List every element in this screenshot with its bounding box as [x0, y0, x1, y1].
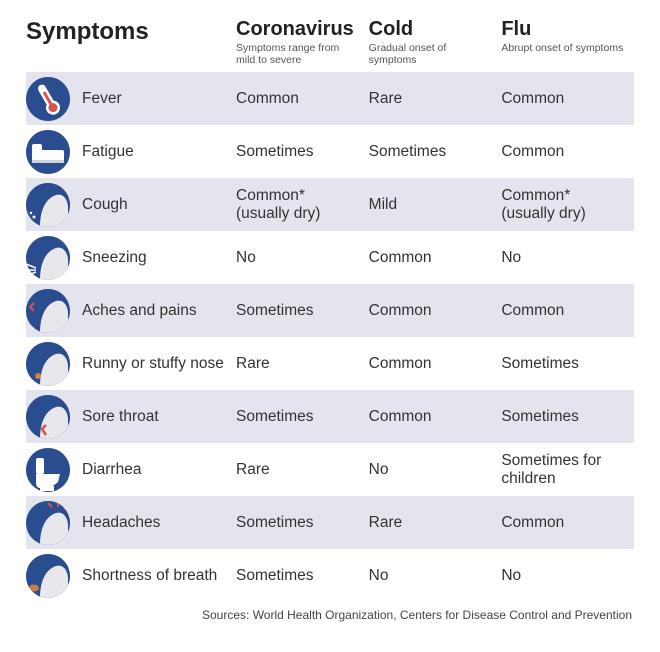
symptoms-title: Symptoms	[26, 18, 236, 46]
value-cell: Common* (usually dry)	[236, 187, 369, 223]
icon-cell	[26, 448, 82, 492]
breath-icon	[26, 554, 70, 598]
value-cell: Sometimes	[501, 355, 634, 373]
value-cell: No	[501, 249, 634, 267]
value-cell: Sometimes	[236, 567, 369, 585]
icon-cell	[26, 501, 82, 545]
symptom-label: Aches and pains	[82, 302, 236, 320]
value-cell: Common	[501, 90, 634, 108]
value-cell: Rare	[236, 355, 369, 373]
col-header-symptoms: Symptoms	[26, 18, 236, 46]
col-header-cold: Cold Gradual onset of symptoms	[369, 18, 502, 66]
icon-cell	[26, 130, 82, 174]
table-row: FeverCommonRareCommon	[26, 72, 634, 125]
value-cell: No	[369, 567, 502, 585]
symptom-label: Sneezing	[82, 249, 236, 267]
table-row: Sore throatSometimesCommonSometimes	[26, 390, 634, 443]
symptom-label: Sore throat	[82, 408, 236, 426]
icon-cell	[26, 77, 82, 121]
symptom-label: Headaches	[82, 514, 236, 532]
aches-icon	[26, 289, 70, 333]
value-cell: No	[501, 567, 634, 585]
source-line: Sources: World Health Organization, Cent…	[26, 602, 634, 622]
icon-cell	[26, 289, 82, 333]
condition-subtitle: Gradual onset of symptoms	[369, 42, 494, 66]
symptom-label: Diarrhea	[82, 461, 236, 479]
value-cell: No	[236, 249, 369, 267]
icon-cell	[26, 554, 82, 598]
condition-subtitle: Symptoms range from mild to severe	[236, 42, 361, 66]
table-wrap: Symptoms Coronavirus Symptoms range from…	[0, 0, 660, 630]
symptom-label: Cough	[82, 196, 236, 214]
value-cell: Sometimes	[236, 302, 369, 320]
throat-icon	[26, 395, 70, 439]
value-cell: Common* (usually dry)	[501, 187, 634, 223]
icon-cell	[26, 395, 82, 439]
headache-icon	[26, 501, 70, 545]
table-row: Shortness of breathSometimesNoNo	[26, 549, 634, 602]
value-cell: Common	[501, 302, 634, 320]
symptom-label: Fever	[82, 90, 236, 108]
value-cell: Rare	[369, 514, 502, 532]
condition-subtitle: Abrupt onset of symptoms	[501, 42, 626, 54]
table-row: Aches and painsSometimesCommonCommon	[26, 284, 634, 337]
value-cell: Sometimes	[501, 408, 634, 426]
condition-title: Flu	[501, 18, 626, 40]
value-cell: Common	[369, 249, 502, 267]
symptom-label: Shortness of breath	[82, 567, 236, 585]
table-row: CoughCommon* (usually dry)MildCommon* (u…	[26, 178, 634, 231]
value-cell: Rare	[236, 461, 369, 479]
cough-icon	[26, 183, 70, 227]
value-cell: Common	[501, 143, 634, 161]
toilet-icon	[26, 448, 70, 492]
value-cell: Common	[236, 90, 369, 108]
symptom-label: Runny or stuffy nose	[82, 355, 236, 373]
value-cell: Mild	[369, 196, 502, 214]
col-header-flu: Flu Abrupt onset of symptoms	[501, 18, 634, 54]
value-cell: Common	[501, 514, 634, 532]
value-cell: Common	[369, 355, 502, 373]
thermometer-icon	[26, 77, 70, 121]
icon-cell	[26, 236, 82, 280]
icon-cell	[26, 342, 82, 386]
table-row: SneezingNoCommonNo	[26, 231, 634, 284]
rows-container: FeverCommonRareCommon FatigueSometimesSo…	[26, 72, 634, 602]
col-header-coronavirus: Coronavirus Symptoms range from mild to …	[236, 18, 369, 66]
icon-cell	[26, 183, 82, 227]
nose-icon	[26, 342, 70, 386]
condition-title: Cold	[369, 18, 494, 40]
sneeze-icon	[26, 236, 70, 280]
symptom-label: Fatigue	[82, 143, 236, 161]
value-cell: Sometimes	[236, 514, 369, 532]
value-cell: Sometimes	[369, 143, 502, 161]
header-row: Symptoms Coronavirus Symptoms range from…	[26, 18, 634, 72]
value-cell: Sometimes	[236, 408, 369, 426]
value-cell: Common	[369, 302, 502, 320]
table-row: FatigueSometimesSometimesCommon	[26, 125, 634, 178]
condition-title: Coronavirus	[236, 18, 361, 40]
value-cell: Sometimes for children	[501, 452, 634, 488]
value-cell: Sometimes	[236, 143, 369, 161]
value-cell: No	[369, 461, 502, 479]
table-row: Runny or stuffy noseRareCommonSometimes	[26, 337, 634, 390]
value-cell: Common	[369, 408, 502, 426]
table-row: HeadachesSometimesRareCommon	[26, 496, 634, 549]
value-cell: Rare	[369, 90, 502, 108]
table-row: DiarrheaRareNoSometimes for children	[26, 443, 634, 496]
bed-icon	[26, 130, 70, 174]
